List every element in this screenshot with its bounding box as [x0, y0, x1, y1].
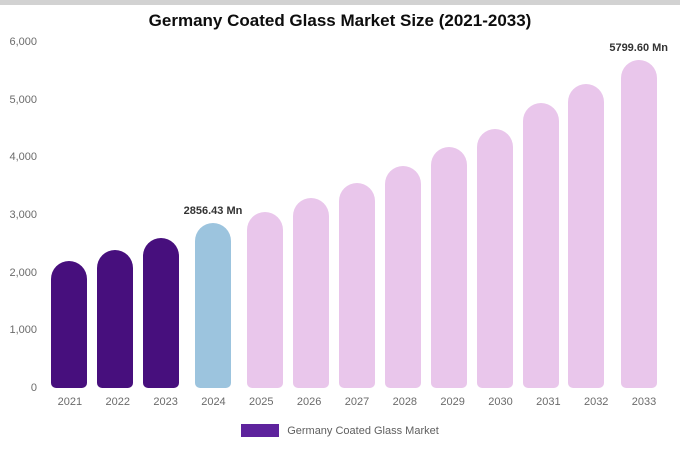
- x-tick-label-2024: 2024: [201, 396, 226, 408]
- top-border: [0, 0, 680, 5]
- y-tick-label: 0: [30, 382, 37, 394]
- x-tick-label-2029: 2029: [440, 396, 465, 408]
- y-tick-label: 3,000: [9, 209, 37, 221]
- legend-swatch: [241, 424, 280, 437]
- x-tick-label-2027: 2027: [344, 396, 370, 408]
- x-tick-label-2030: 2030: [488, 396, 513, 408]
- x-tick-label-2022: 2022: [105, 396, 130, 408]
- bar-column-2026: [288, 42, 334, 388]
- bar-column-2022: [92, 42, 138, 388]
- y-tick-label: 2,000: [9, 266, 37, 279]
- x-tick-label-2031: 2031: [536, 396, 561, 408]
- bar-column-2024: 2856.43 Mn: [183, 42, 243, 388]
- bar-2032[interactable]: [568, 83, 605, 388]
- bar-column-2033: 5799.60 Mn: [609, 42, 668, 388]
- bar-2021[interactable]: [50, 261, 87, 388]
- bar-column-2031: [518, 42, 564, 388]
- y-tick-label: 1,000: [9, 324, 37, 337]
- bar-2028[interactable]: [384, 165, 421, 388]
- x-tick-label-2032: 2032: [583, 396, 609, 408]
- bar-column-2025: [242, 42, 288, 388]
- bar-column-2021: [46, 42, 92, 388]
- bar-2031[interactable]: [522, 103, 559, 388]
- bar-2027[interactable]: [339, 183, 376, 388]
- y-axis: 0 1,000 2,000 3,000 4,000 5,000 6,000: [0, 0, 40, 450]
- bar-2026[interactable]: [293, 197, 330, 388]
- bar-2025[interactable]: [247, 212, 284, 388]
- legend-label: Germany Coated Glass Market: [287, 424, 439, 437]
- x-tick-label-2025: 2025: [249, 396, 274, 408]
- bar-column-2028: [380, 42, 426, 388]
- bar-column-2029: [426, 42, 472, 388]
- bar-2022[interactable]: [96, 249, 133, 388]
- x-tick-label-2028: 2028: [392, 396, 418, 408]
- x-tick-label-2021: 2021: [57, 396, 83, 408]
- plot-area: 2856.43 Mn 5799.60 Mn: [46, 42, 668, 388]
- x-axis: 2021 2022 2023 2024 2025 2026 2027 2028 2029 2030…: [46, 396, 668, 408]
- bar-2033[interactable]: [620, 60, 657, 388]
- bar-column-2030: [472, 42, 518, 388]
- bar-2029[interactable]: [430, 146, 467, 388]
- chart-title: Germany Coated Glass Market Size (2021-2…: [148, 11, 532, 30]
- bar-value-label-2024: 2856.43 Mn: [183, 205, 243, 218]
- bar-column-2027: [334, 42, 380, 388]
- x-tick-label-2023: 2023: [153, 396, 178, 408]
- y-tick-label: 5,000: [9, 93, 37, 106]
- bar-2024[interactable]: [194, 223, 231, 388]
- y-tick-label: 4,000: [9, 151, 37, 164]
- bar-column-2023: [138, 42, 184, 388]
- bar-column-2032: [563, 42, 609, 388]
- legend: Germany Coated Glass Market: [0, 424, 680, 437]
- y-tick-label: 6,000: [9, 36, 37, 48]
- x-tick-label-2033: 2033: [631, 396, 657, 408]
- bar-2023[interactable]: [142, 238, 179, 388]
- bar-value-label-2033: 5799.60 Mn: [609, 42, 669, 54]
- x-tick-label-2026: 2026: [296, 396, 322, 408]
- bar-2030[interactable]: [476, 128, 513, 388]
